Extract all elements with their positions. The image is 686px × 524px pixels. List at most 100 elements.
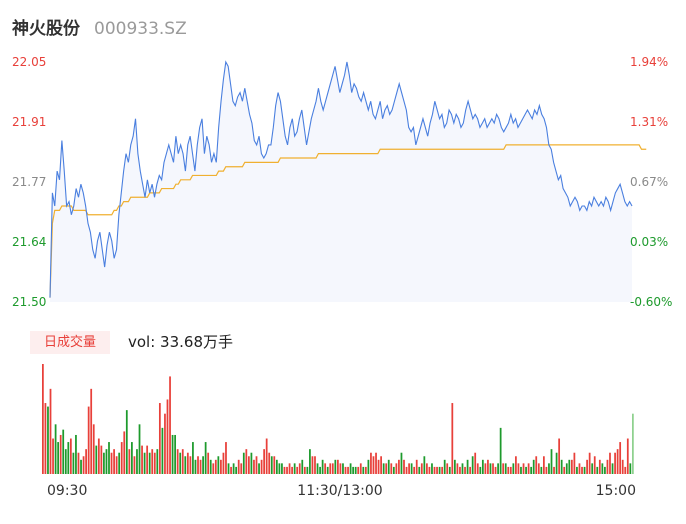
volume-bar [72, 452, 75, 474]
volume-bar [446, 463, 449, 474]
volume-bar [441, 466, 444, 474]
volume-bar [174, 434, 176, 474]
price-tick-label: 21.91 [12, 115, 46, 129]
volume-bar [321, 459, 324, 474]
volume-bar [197, 456, 199, 474]
volume-bar [609, 452, 611, 474]
volume-bar [237, 459, 240, 474]
volume-bar [222, 452, 225, 474]
volume-bar [568, 459, 571, 474]
volume-bar [105, 449, 108, 474]
percent-tick-label: 0.03% [630, 235, 668, 249]
volume-bar [69, 438, 72, 474]
volume-bar [309, 449, 311, 474]
volume-bar [438, 466, 441, 474]
volume-bar [202, 456, 204, 474]
volume-bar [413, 466, 416, 474]
volume-bar [448, 466, 451, 474]
price-line [49, 60, 633, 298]
volume-period-tag[interactable]: 日成交量 [30, 331, 110, 354]
volume-bar [273, 456, 276, 474]
volume-bar [260, 459, 263, 474]
volume-bar [385, 463, 388, 474]
volume-bars [42, 364, 634, 474]
volume-bar [283, 466, 286, 474]
volume-bar [367, 459, 370, 474]
volume-bar [247, 456, 250, 474]
volume-bar [47, 406, 49, 474]
volume-bar [329, 463, 332, 474]
volume-bar [487, 459, 489, 474]
volume-bar [362, 466, 365, 474]
volume-bar [400, 452, 403, 474]
volume-bar [555, 452, 558, 474]
volume-bar [583, 466, 586, 474]
chart-header: 神火股份 000933.SZ [12, 14, 187, 40]
time-axis: 09:30 11:30/13:00 15:00 [47, 483, 636, 499]
volume-bar [227, 463, 230, 474]
price-tick-label: 21.50 [12, 295, 46, 309]
volume-bar [171, 434, 174, 474]
volume-bar [120, 442, 123, 474]
volume-bar [324, 463, 327, 474]
volume-bar [517, 463, 520, 474]
volume-bar [136, 449, 138, 474]
volume-bar [474, 452, 477, 474]
volume-bar [108, 442, 110, 474]
volume-bar [265, 438, 268, 474]
volume-bar [118, 452, 121, 474]
volume-bar [123, 431, 126, 474]
volume-bar [207, 452, 210, 474]
volume-bar [270, 456, 273, 474]
volume-bar [278, 463, 281, 474]
volume-bar [113, 449, 115, 474]
volume-bar [95, 445, 98, 474]
volume-bar [489, 463, 492, 474]
volume-bar [525, 466, 527, 474]
volume-bar [428, 466, 431, 474]
volume-bar [459, 466, 461, 474]
volume-bar [387, 459, 390, 474]
volume-bar [319, 466, 321, 474]
average-price-line [49, 144, 647, 298]
volume-bar [382, 463, 385, 474]
volume-bar [230, 466, 232, 474]
volume-bar [255, 456, 258, 474]
volume-bar [296, 466, 299, 474]
volume-bar [148, 452, 151, 474]
volume-bar [49, 388, 52, 474]
volume-bar [420, 463, 423, 474]
volume-bar [390, 463, 393, 474]
volume-bar [133, 456, 136, 474]
volume-bar [115, 456, 118, 474]
volume-bar [286, 466, 288, 474]
volume-bar [92, 424, 95, 474]
volume-bar [77, 452, 80, 474]
percent-tick-label: -0.60% [630, 295, 672, 309]
volume-bar [443, 459, 446, 474]
volume-bar [598, 459, 601, 474]
volume-bar [563, 466, 566, 474]
volume-bar [359, 463, 362, 474]
volume-bar [380, 456, 382, 474]
stock-code: 000933.SZ [94, 19, 187, 39]
volume-bar [621, 459, 624, 474]
volume-bar [629, 463, 632, 474]
volume-bar [570, 459, 573, 474]
volume-bar [54, 424, 57, 474]
volume-bar [632, 413, 634, 474]
volume-bar [415, 459, 418, 474]
volume-bar [186, 452, 189, 474]
volume-bar [326, 466, 329, 474]
volume-bar [235, 466, 238, 474]
volume-bar [418, 466, 421, 474]
volume-bar [192, 442, 194, 474]
volume-bar [453, 459, 456, 474]
volume-bar [354, 466, 357, 474]
volume-bar [125, 410, 128, 474]
percent-axis: 1.94% 1.31% 0.67% 0.03% -0.60% [630, 55, 672, 309]
volume-bar [512, 463, 515, 474]
price-tick-label: 22.05 [12, 55, 46, 69]
volume-bar [532, 459, 535, 474]
